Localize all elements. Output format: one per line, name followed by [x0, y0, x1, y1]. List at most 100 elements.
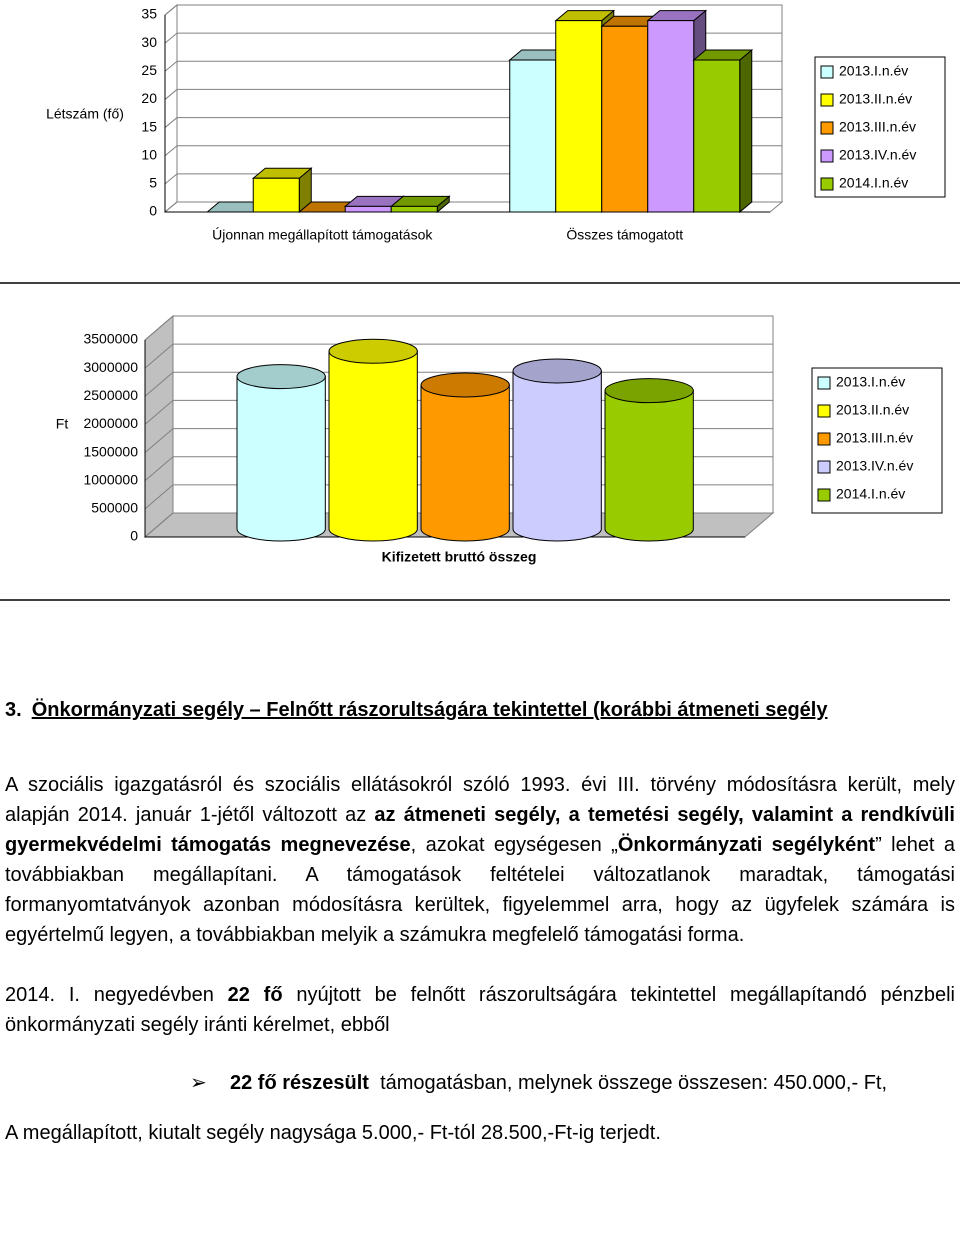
document: 3. Önkormányzati segély – Felnőtt rászor…	[5, 695, 955, 1148]
bullet-text: 22 fő részesült támogatásban, melynek ös…	[230, 1068, 887, 1098]
legend-label: 2014.I.n.év	[836, 486, 905, 502]
legend-swatch	[820, 177, 834, 191]
grid-line	[144, 512, 174, 538]
legend-label: 2013.I.n.év	[839, 63, 908, 79]
y-tick-label: 3500000	[83, 331, 138, 347]
y-tick-label: 1500000	[83, 443, 138, 459]
bullet-arrow: ➢	[190, 1072, 207, 1094]
legend-box	[814, 56, 946, 198]
bar	[328, 350, 418, 542]
bar-top	[512, 358, 602, 384]
bar	[601, 25, 649, 213]
text-run: A szociális igazgatásról és szociális el…	[5, 774, 955, 826]
bar	[693, 59, 741, 213]
legend-swatch	[817, 460, 831, 474]
y-axis-label: Ft	[56, 416, 69, 432]
grid-line	[164, 89, 178, 100]
bar-top	[420, 372, 510, 398]
y-tick-label: 0	[130, 528, 138, 544]
y-tick-label: 500000	[91, 500, 138, 516]
grid-line	[164, 201, 178, 213]
legend-label: 2013.III.n.év	[839, 119, 916, 135]
bar	[420, 384, 510, 542]
legend-swatch	[817, 404, 831, 418]
paragraph: 2014. I. negyedévben 22 fő nyújtott be f…	[5, 980, 955, 1040]
charts: 0 5 10 15 20 25 30 35 Létszám (fő) Újonnan megáll…	[0, 3, 960, 601]
paragraph: A szociális igazgatásról és szociális el…	[5, 770, 955, 950]
x-tick-label: Újonnan megállapított támogatások	[212, 227, 433, 243]
text-run: támogatásban, melynek összege összesen: …	[368, 1072, 888, 1094]
grid-line	[164, 145, 178, 157]
side-wall	[144, 314, 174, 539]
y-tick-label: 10	[141, 146, 157, 162]
y-axis-label: Létszám (fő)	[46, 106, 124, 122]
y-tick-label: 0	[149, 203, 157, 219]
legend-label: 2013.IV.n.év	[839, 147, 916, 163]
grid-line	[164, 32, 178, 44]
legend-box	[811, 367, 943, 514]
legend-swatch	[817, 488, 831, 502]
legend-label: 2013.I.n.év	[836, 374, 905, 390]
text-run: 22 fő részesült	[230, 1072, 369, 1094]
grid-line	[164, 117, 178, 128]
legend-label: 2013.III.n.év	[836, 430, 913, 446]
bar	[604, 390, 694, 542]
y-tick-label: 25	[141, 62, 157, 78]
legend-swatch	[820, 121, 834, 135]
y-tick-label: 3000000	[83, 359, 138, 375]
text-run: az átmeneti segély, a temetési segély, v…	[5, 804, 955, 856]
grid-line	[164, 173, 178, 185]
y-tick-label: 20	[141, 90, 157, 106]
y-tick-label: 2000000	[83, 415, 138, 431]
legend-label: 2013.II.n.év	[836, 402, 909, 418]
bar-side	[739, 48, 753, 214]
bar	[555, 20, 603, 213]
bar	[344, 205, 392, 213]
grid-line	[144, 343, 174, 369]
bar-top	[328, 338, 418, 364]
heading-number: 3.	[5, 699, 22, 721]
legend-label: 2013.II.n.év	[839, 91, 912, 107]
bar-top	[604, 378, 694, 404]
grid-line	[144, 428, 174, 453]
y-tick-label: 1000000	[83, 471, 138, 487]
x-tick-label: Összes támogatott	[566, 226, 683, 243]
text-run: 22 fő	[227, 984, 283, 1006]
bar	[390, 205, 438, 213]
text-run: 2014. I. negyedévben	[5, 984, 228, 1006]
text-run: nyújtott be felnőtt rászorultságára teki…	[5, 984, 955, 1036]
legend-label: 2013.IV.n.év	[836, 458, 913, 474]
legend-label: 2014.I.n.év	[839, 175, 908, 191]
bullet-item: ➢ 22 fő részesült támogatásban, melynek ö…	[190, 1068, 955, 1098]
y-tick-label: 2500000	[83, 387, 138, 403]
bar	[509, 59, 557, 213]
grid-line	[144, 484, 174, 510]
legend-swatch	[820, 149, 834, 163]
legend-swatch	[817, 376, 831, 390]
bar	[252, 177, 300, 213]
grid-line	[144, 456, 174, 482]
heading: 3. Önkormányzati segély – Felnőtt rászor…	[5, 695, 955, 725]
grid-line	[144, 400, 174, 425]
y-tick-label: 5	[149, 175, 157, 191]
text-run: , azokat egységesen „	[410, 834, 618, 856]
grid-line	[164, 4, 178, 16]
text-run: ” lehet a továbbiakban megállapítani. A …	[5, 834, 955, 946]
paragraph: A megállapított, kiutalt segély nagysága…	[5, 1122, 661, 1144]
side-wall	[164, 3, 178, 214]
legend-swatch	[817, 432, 831, 446]
bar	[236, 376, 326, 542]
grid-line	[144, 371, 174, 397]
y-tick-label: 30	[141, 34, 157, 50]
x-tick-label: Kifizetett bruttó összeg	[382, 549, 537, 565]
text-run: Önkormányzati segélyként	[617, 834, 876, 856]
grid-line	[144, 315, 174, 341]
bar	[647, 20, 695, 213]
grid-line	[164, 60, 178, 72]
y-tick-label: 15	[141, 118, 157, 134]
legend-swatch	[820, 93, 834, 107]
y-tick-label: 35	[141, 6, 157, 22]
legend-swatch	[820, 65, 834, 79]
bar	[512, 370, 602, 542]
